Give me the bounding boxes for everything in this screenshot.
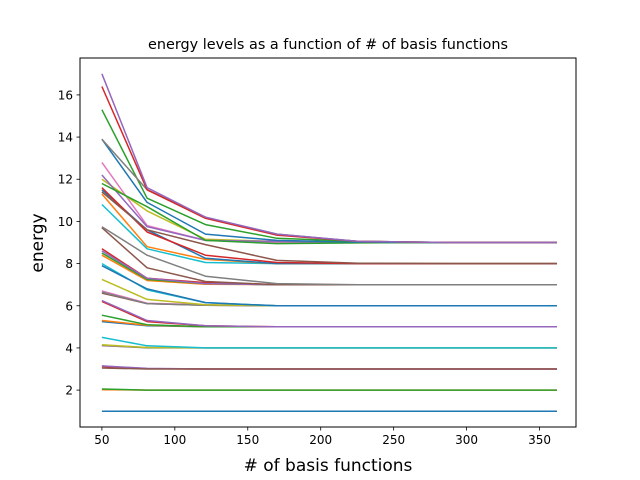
x-tick-label: 100 [163,433,186,447]
x-tick-label: 50 [94,433,109,447]
y-tick-label: 2 [65,384,73,398]
chart-title: energy levels as a function of # of basi… [148,37,508,53]
y-tick-label: 12 [58,173,73,187]
x-tick-label: 200 [309,433,332,447]
y-axis-label: energy [28,213,48,272]
x-tick-label: 350 [528,433,551,447]
y-tick-label: 6 [65,299,73,313]
y-tick-label: 14 [58,131,73,145]
y-tick-label: 16 [58,88,73,102]
y-tick-label: 8 [65,257,73,271]
x-axis-label: # of basis functions [244,456,413,476]
y-tick-label: 4 [65,341,73,355]
x-tick-label: 300 [455,433,478,447]
x-tick-label: 150 [236,433,259,447]
y-tick-label: 10 [58,215,73,229]
x-tick-label: 250 [382,433,405,447]
